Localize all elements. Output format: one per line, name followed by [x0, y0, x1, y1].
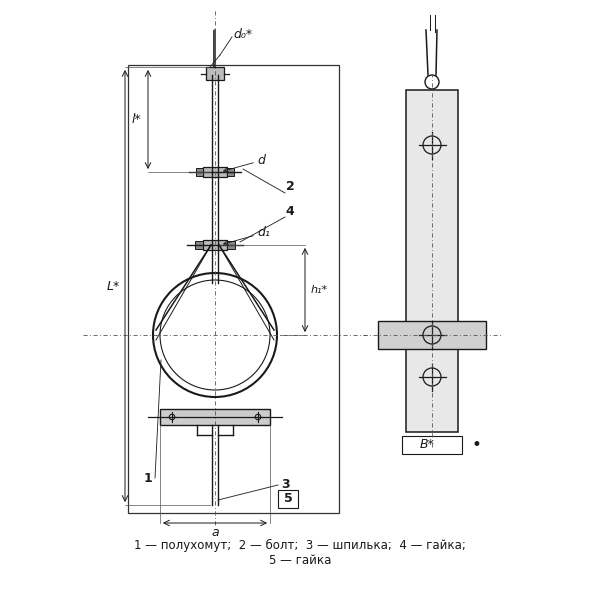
Bar: [206, 67, 224, 80]
Bar: [227, 241, 235, 249]
Text: d₁: d₁: [257, 226, 270, 239]
Text: d₀*: d₀*: [233, 28, 252, 41]
Bar: [227, 168, 234, 176]
Bar: [195, 241, 203, 249]
Bar: [406, 90, 458, 432]
Bar: [278, 490, 298, 508]
Text: B*: B*: [419, 439, 434, 451]
Text: 2: 2: [286, 180, 295, 193]
Text: 3: 3: [281, 478, 289, 491]
Text: 1: 1: [143, 472, 152, 485]
Bar: [196, 168, 203, 176]
Bar: [378, 321, 486, 349]
Bar: [128, 65, 339, 513]
Text: L*: L*: [106, 280, 119, 292]
Bar: [160, 409, 270, 425]
Text: •: •: [471, 436, 481, 454]
Text: l*: l*: [131, 113, 141, 126]
Text: 5: 5: [284, 493, 292, 505]
Bar: [203, 167, 227, 177]
Text: h₁*: h₁*: [310, 285, 328, 295]
Bar: [203, 240, 227, 250]
Text: 5 — гайка: 5 — гайка: [269, 553, 331, 566]
Text: a: a: [211, 527, 219, 539]
Text: d: d: [257, 154, 265, 166]
Bar: [402, 436, 462, 454]
Text: 4: 4: [286, 205, 295, 218]
Text: 1 — полухомут;  2 — болт;  3 — шпилька;  4 — гайка;: 1 — полухомут; 2 — болт; 3 — шпилька; 4 …: [134, 538, 466, 551]
